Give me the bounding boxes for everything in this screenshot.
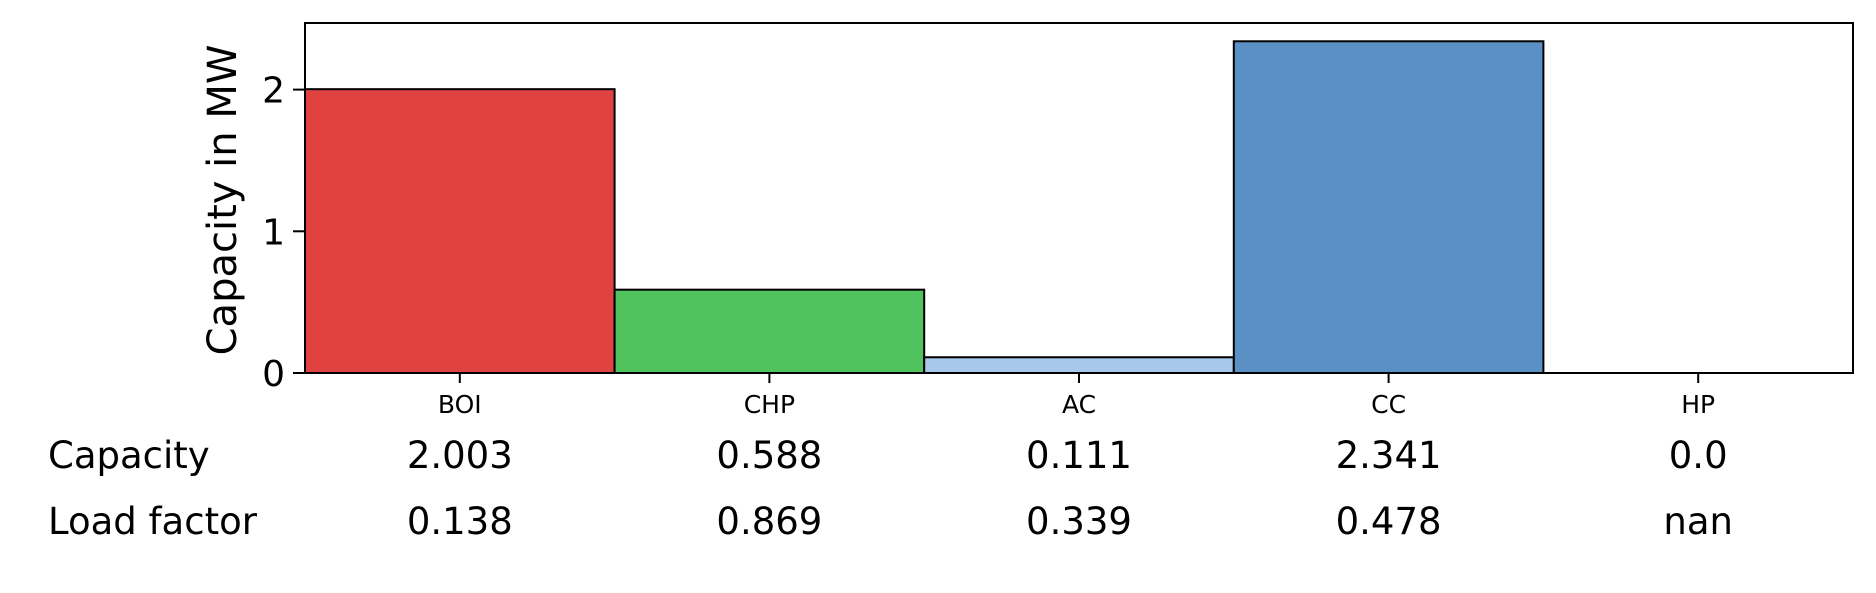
y-tick-label: 0 — [262, 354, 285, 395]
bar-ac — [923, 356, 1235, 374]
table-cell: 0.138 — [406, 500, 513, 543]
table-cell: 0.339 — [1026, 500, 1132, 543]
y-axis-label: Capacity in MW — [200, 45, 246, 356]
bar-chp — [613, 288, 926, 375]
table-row-label: Load factor — [48, 500, 257, 543]
table-cell: 0.588 — [716, 434, 823, 477]
x-tick-label-cc: CC — [1371, 390, 1406, 419]
table-row-label: Capacity — [48, 434, 210, 477]
y-axis: 0 1 2 — [262, 71, 305, 395]
x-tick-label-hp: HP — [1681, 390, 1715, 419]
table-cell: 2.003 — [406, 434, 513, 477]
table-cell: 0.111 — [1026, 434, 1132, 477]
bars-group — [304, 40, 1545, 375]
x-tick-label-chp: CHP — [744, 390, 795, 419]
y-tick-label: 2 — [262, 71, 285, 112]
x-tick-label-boi: BOI — [438, 390, 482, 419]
table-cell: 0.869 — [716, 500, 823, 543]
table-cell: nan — [1663, 500, 1733, 543]
capacity-bar-chart: 0 1 2 BOI CHP AC CC HP Capacity in MW — [200, 22, 1854, 419]
bar-boi — [304, 88, 616, 374]
table-cell: 2.341 — [1335, 434, 1442, 477]
table-cell: 0.0 — [1668, 434, 1728, 477]
x-axis: BOI CHP AC CC HP — [438, 373, 1715, 419]
y-tick-label: 1 — [262, 212, 285, 253]
bar-cc — [1232, 40, 1545, 374]
table-cell: 0.478 — [1335, 500, 1442, 543]
x-tick-label-ac: AC — [1062, 390, 1096, 419]
